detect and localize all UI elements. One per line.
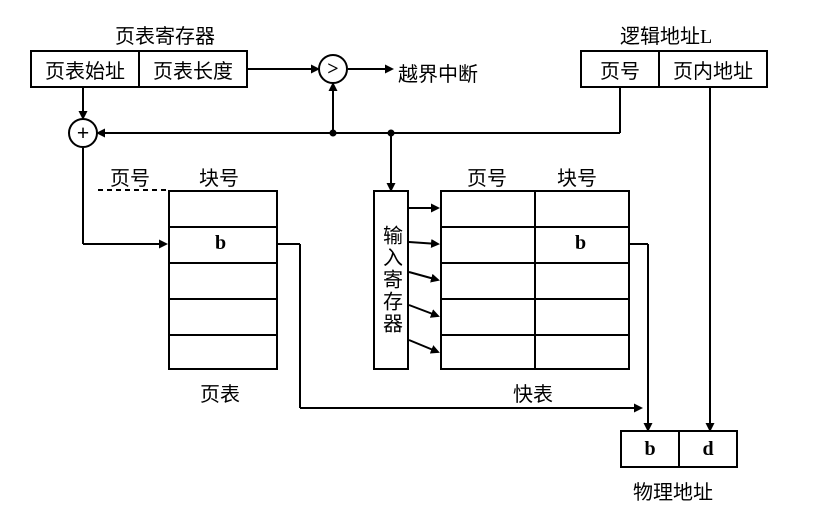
tlb-page-col: 页号 (467, 162, 507, 191)
input-register-box: 输入寄存器 (373, 190, 409, 370)
physical-address-caption: 物理地址 (633, 476, 713, 505)
page-table-caption: 页表 (200, 378, 240, 407)
logical-offset-label: 页内地址 (673, 55, 753, 84)
page-table-block-col: 块号 (199, 162, 239, 191)
tlb-caption: 快表 (513, 378, 553, 407)
page-table-register-title: 页表寄存器 (115, 20, 215, 49)
pt-row-div-4 (168, 334, 278, 336)
page-table-page-col: 页号 (110, 162, 150, 191)
pt-row-div-2 (168, 262, 278, 264)
logical-address-title: 逻辑地址L (620, 20, 712, 49)
tlb-value: b (575, 232, 586, 255)
comparator-symbol: > (327, 58, 338, 81)
tlb-block-col: 块号 (557, 162, 597, 191)
input-register-label: 输入寄存器 (377, 225, 406, 335)
physical-offset-cell: d (678, 430, 738, 468)
tlb-row-div-4 (440, 334, 630, 336)
logical-offset-cell: 页内地址 (658, 50, 768, 88)
page-table-value: b (215, 232, 226, 255)
comparator-circle: > (318, 54, 348, 84)
tlb-row-div-1 (440, 226, 630, 228)
pt-row-div-1 (168, 226, 278, 228)
pt-row-div-3 (168, 298, 278, 300)
tlb-row-div-3 (440, 298, 630, 300)
register-length-label: 页表长度 (153, 55, 233, 84)
physical-block-value: b (644, 438, 655, 461)
page-table-box (168, 190, 278, 370)
logical-page-no-label: 页号 (600, 55, 640, 84)
tlb-col-div (534, 190, 536, 370)
register-length-cell: 页表长度 (138, 50, 248, 88)
adder-symbol: + (77, 120, 90, 146)
adder-circle: + (68, 118, 98, 148)
tlb-row-div-2 (440, 262, 630, 264)
register-base-label: 页表始址 (45, 55, 125, 84)
register-base-cell: 页表始址 (30, 50, 140, 88)
interrupt-label: 越界中断 (398, 58, 478, 87)
physical-offset-value: d (702, 438, 713, 461)
physical-block-cell: b (620, 430, 680, 468)
logical-page-no-cell: 页号 (580, 50, 660, 88)
